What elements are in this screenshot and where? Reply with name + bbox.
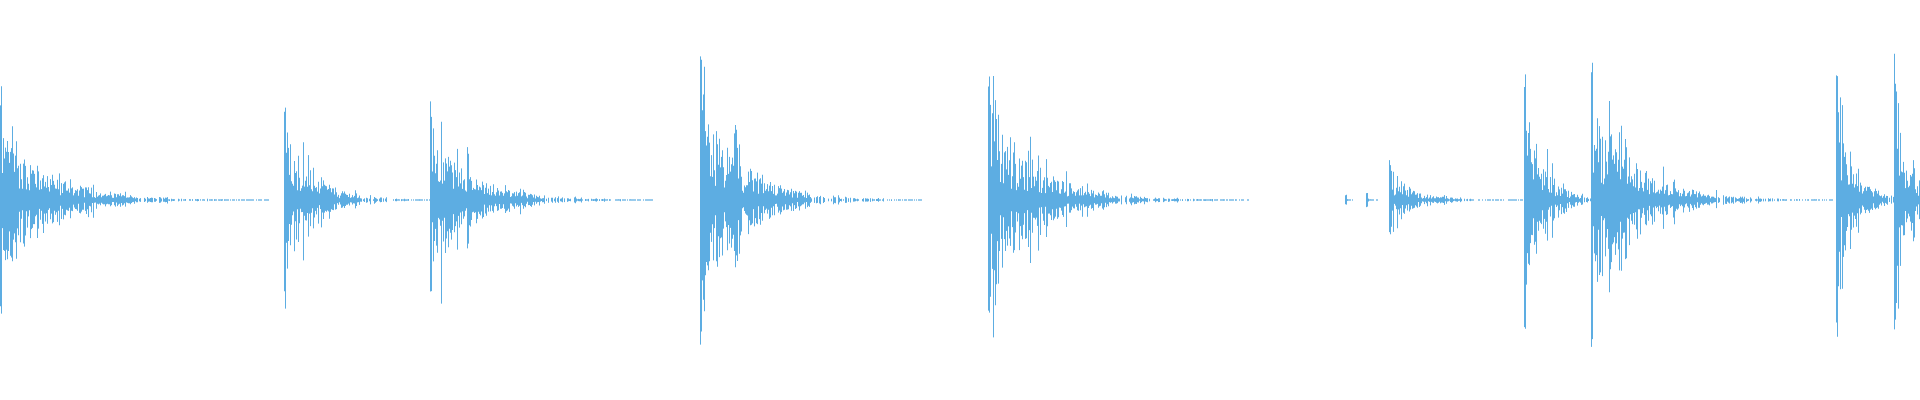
waveform-hit-6	[1345, 194, 1353, 205]
waveform-hit-2	[284, 107, 438, 309]
waveform-hit	[284, 107, 438, 309]
waveform-hit-7	[1366, 193, 1378, 208]
waveform-hit	[1345, 194, 1353, 205]
waveform-hit	[430, 101, 653, 304]
waveform-hit-3	[430, 101, 653, 304]
waveform-hit	[1591, 62, 1841, 347]
waveform-hit-12	[1894, 53, 1920, 330]
waveform-hit	[700, 56, 922, 345]
waveform-hit-5	[988, 76, 1249, 338]
waveform-hit-10	[1591, 62, 1841, 347]
waveform-hit	[1366, 193, 1378, 208]
waveform-hit	[1389, 160, 1531, 235]
waveform-hit	[988, 76, 1249, 338]
waveform-hit	[1894, 53, 1920, 330]
waveform-hit-1	[0, 86, 269, 314]
waveform-hit	[0, 86, 269, 314]
waveform-hit-4	[700, 56, 922, 345]
waveform-hit-8	[1389, 160, 1531, 235]
